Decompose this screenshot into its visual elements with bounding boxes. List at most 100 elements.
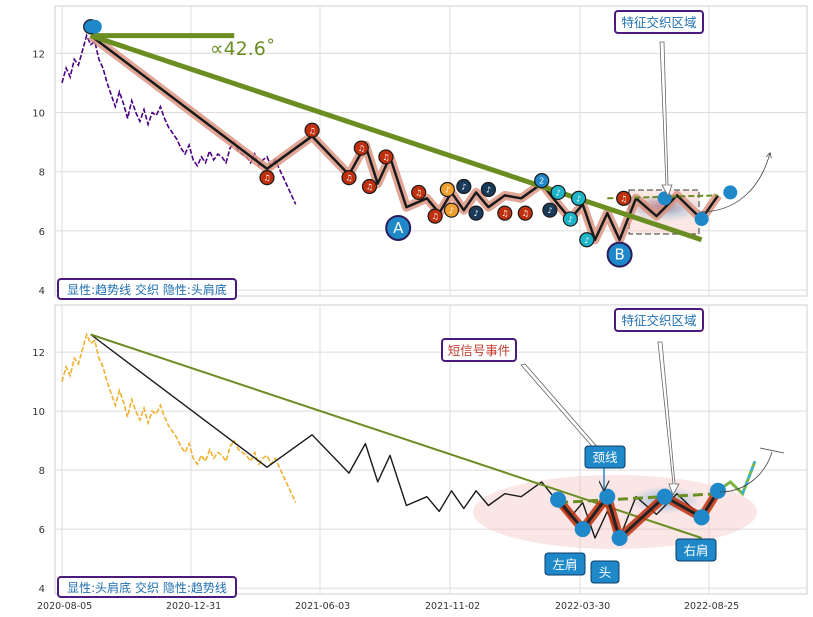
bottom-region-label-text: 特征交织区域 [621, 313, 696, 328]
label-B-marker [606, 241, 633, 268]
neck-label-text: 颈线 [592, 450, 618, 465]
signal-marker [480, 181, 496, 198]
y-tick-label: 8 [39, 466, 45, 477]
pivot-marker [87, 19, 102, 34]
top-grid [55, 6, 807, 296]
x-tick-label: 2021-06-03 [295, 601, 350, 612]
signal-marker [411, 184, 427, 201]
signal-marker-glyph: 2 [539, 177, 544, 186]
signal-marker-glyph: ♪ [449, 206, 454, 215]
signal-marker [550, 184, 566, 201]
bottom-bottom-label: 显性:头肩底 交织 隐性:趋势线 [57, 576, 237, 598]
signal-marker [517, 205, 533, 221]
bottom-projection-curve [719, 451, 773, 493]
signal-marker-glyph: ♫ [358, 144, 365, 153]
x-tick-label: 2022-08-25 [684, 601, 739, 612]
top-bottom-label-text: 显性:趋势线 交织 隐性:头肩底 [67, 282, 227, 297]
x-tick-label: 2020-08-05 [37, 601, 92, 612]
right-shoulder-label: 右肩 [675, 538, 717, 562]
top-bottom-label: 显性:趋势线 交织 隐性:头肩底 [57, 278, 237, 300]
signal-marker [304, 122, 320, 138]
trend-line [89, 33, 703, 243]
signal-marker-glyph: ♪ [486, 185, 491, 194]
signal-marker [468, 205, 484, 221]
x-tick-label: 2022-03-30 [555, 601, 610, 612]
signal-label: 短信号事件 [441, 338, 517, 362]
signal-marker [497, 205, 513, 221]
signal-marker-glyph: ♫ [620, 194, 627, 203]
x-tick-label: 2020-12-31 [166, 601, 221, 612]
y-tick-label: 4 [39, 584, 45, 595]
price-series-line [61, 332, 297, 503]
signal-marker [579, 232, 595, 248]
signal-marker [534, 172, 550, 189]
head-label-text: 头 [599, 565, 612, 580]
zigzag-line [89, 34, 720, 242]
bottom-projection-tick [759, 447, 785, 454]
y-tick-label: 10 [32, 407, 45, 418]
y-tick-label: 6 [39, 525, 45, 536]
signal-marker-glyph: ♫ [345, 174, 352, 183]
right-shoulder-label-text: 右肩 [683, 543, 708, 558]
signal-marker-glyph: ♫ [309, 126, 316, 135]
y-tick-label: 12 [32, 49, 45, 60]
hs-point-marker [611, 529, 628, 546]
hs-point-marker [656, 488, 673, 505]
signal-marker-glyph: ♫ [432, 212, 439, 221]
pivot-marker [723, 185, 738, 200]
x-axis-ticks: 2020-08-05 2020-12-31 2021-06-03 2021-11-02… [37, 601, 739, 612]
pivot-marker [657, 191, 672, 206]
label-B-marker-text: B [614, 246, 624, 264]
signal-marker [443, 202, 460, 218]
signal-marker-glyph: ♪ [576, 194, 581, 203]
y-tick-label: 10 [32, 109, 45, 120]
left-shoulder-label: 左肩 [544, 552, 586, 576]
hs-point-marker [599, 488, 616, 505]
hs-point-marker [693, 509, 710, 526]
hs-point-marker [574, 521, 591, 538]
signal-label-text: 短信号事件 [448, 343, 511, 358]
x-tick-label: 2021-11-02 [425, 601, 480, 612]
label-A-marker-text: A [393, 219, 404, 237]
label-A-marker [385, 214, 412, 241]
signal-marker-glyph: ♫ [263, 174, 270, 183]
bottom-y-ticks: 4 6 8 10 12 [32, 348, 45, 595]
angle-label: ∝42.6˚ [210, 38, 275, 60]
zigzag-line [90, 333, 719, 539]
y-tick-label: 8 [39, 168, 45, 179]
signal-marker [259, 170, 275, 186]
bottom-region-callout-arrow [657, 341, 680, 496]
hs-point-marker [710, 482, 726, 499]
pivot-marker [694, 212, 709, 227]
signal-marker-glyph: ♪ [445, 185, 450, 194]
signal-marker-glyph: ♫ [501, 209, 508, 218]
signal-marker-glyph: ♪ [556, 188, 561, 197]
signal-marker [562, 211, 579, 227]
left-shoulder-label-text: 左肩 [552, 557, 577, 572]
signal-marker [353, 140, 369, 156]
signal-marker-glyph: ♪ [474, 209, 479, 218]
signal-marker-glyph: ♪ [584, 236, 589, 245]
y-tick-label: 6 [39, 227, 45, 238]
signal-marker [427, 208, 443, 224]
top-region-label-text: 特征交织区域 [621, 15, 696, 30]
signal-marker-glyph: ♫ [382, 153, 389, 162]
hs-point-marker [550, 491, 567, 508]
signal-marker-glyph: ♪ [547, 206, 552, 215]
signal-marker [616, 190, 632, 206]
signal-marker [378, 149, 394, 165]
top-region-label: 特征交织区域 [614, 10, 704, 34]
top-y-ticks: 4 6 8 10 12 [32, 49, 45, 297]
neckline [558, 492, 719, 505]
y-tick-label: 12 [32, 348, 45, 359]
signal-marker [456, 178, 472, 195]
signal-marker-glyph: ♪ [568, 215, 573, 224]
signal-marker [570, 190, 587, 206]
signal-marker-glyph: ♫ [522, 209, 529, 218]
signal-marker [439, 181, 455, 198]
y-tick-label: 4 [39, 286, 45, 297]
top-region-callout-arrow [659, 41, 673, 197]
